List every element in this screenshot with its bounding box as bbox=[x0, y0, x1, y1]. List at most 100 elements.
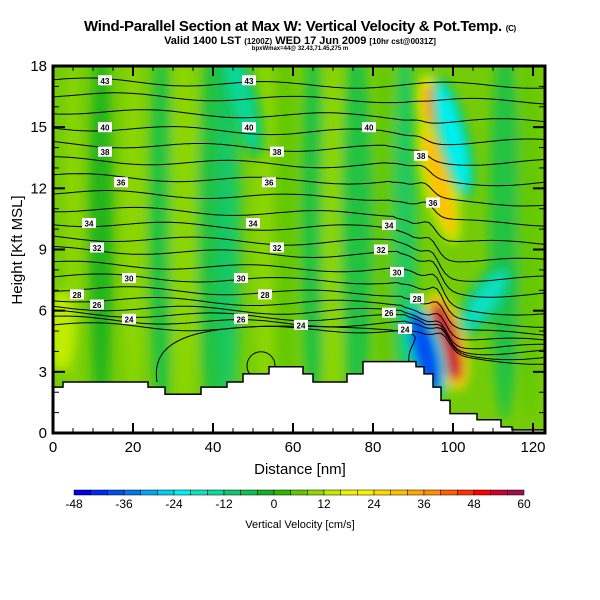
colorbar-swatch bbox=[273, 489, 291, 496]
contour-label-text: 24 bbox=[125, 315, 134, 324]
colorbar-swatch bbox=[457, 489, 475, 496]
contour-label: 34 bbox=[382, 220, 396, 231]
x-tick-label: 40 bbox=[205, 439, 222, 456]
contour-label-text: 34 bbox=[385, 222, 394, 231]
y-tick-label: 0 bbox=[39, 425, 47, 442]
contour-label-bg bbox=[234, 273, 248, 284]
velocity-streak bbox=[517, 66, 541, 420]
isentrope-line bbox=[53, 260, 545, 316]
contour-label-bg bbox=[242, 75, 256, 86]
contour-label-bg bbox=[382, 220, 396, 231]
contour-label-bg bbox=[390, 266, 404, 277]
contour-label: 43 bbox=[98, 75, 112, 86]
contour-label-text: 34 bbox=[249, 219, 258, 228]
x-tick-label: 20 bbox=[125, 439, 142, 456]
isentrope-line bbox=[155, 325, 416, 383]
contour-label: 36 bbox=[262, 177, 276, 188]
contour-label-bg bbox=[426, 197, 440, 208]
contour-label-text: 30 bbox=[237, 275, 246, 284]
colorbar-swatch bbox=[423, 489, 441, 496]
colorbar-tick-label: 24 bbox=[367, 497, 381, 511]
contour-label: 34 bbox=[82, 217, 96, 228]
contour-label: 40 bbox=[242, 122, 256, 133]
contour-label-text: 38 bbox=[101, 148, 110, 157]
contour-label: 28 bbox=[410, 293, 424, 304]
chart-title: Wind-Parallel Section at Max W: Vertical… bbox=[84, 18, 516, 35]
contour-label-bg bbox=[362, 122, 376, 133]
velocity-streak bbox=[373, 66, 397, 420]
contour-label-bg bbox=[262, 177, 276, 188]
contour-label: 34 bbox=[246, 217, 260, 228]
contour-label-bg bbox=[70, 289, 84, 300]
colorbar-label: Vertical Velocity [cm/s] bbox=[245, 519, 354, 531]
colorbar-tick-label: 36 bbox=[417, 497, 431, 511]
y-axis-label: Height [Kft MSL] bbox=[9, 195, 26, 304]
terrain bbox=[53, 360, 545, 433]
contour-label: 40 bbox=[362, 122, 376, 133]
colorbar-tick-label: -24 bbox=[165, 497, 183, 511]
contour-label-text: 43 bbox=[101, 77, 110, 86]
contour-label: 26 bbox=[382, 307, 396, 318]
y-tick-label: 3 bbox=[39, 364, 47, 381]
contour-label-text: 40 bbox=[101, 124, 110, 133]
contour-label-bg bbox=[242, 122, 256, 133]
contour-label-bg bbox=[122, 313, 136, 324]
colorbar-swatch bbox=[290, 489, 308, 496]
contour-label: 30 bbox=[390, 266, 404, 277]
x-tick-label: 120 bbox=[520, 439, 545, 456]
isentrope-line bbox=[53, 286, 545, 336]
updraft-mid bbox=[422, 128, 456, 236]
y-tick-label: 18 bbox=[30, 58, 47, 75]
colorbar-swatch bbox=[323, 489, 341, 496]
velocity-streak bbox=[301, 66, 325, 420]
contour-label-text: 32 bbox=[377, 246, 386, 255]
velocity-streak bbox=[169, 66, 201, 420]
contour-label: 38 bbox=[270, 146, 284, 157]
velocity-streak bbox=[217, 66, 241, 420]
contour-label: 38 bbox=[414, 150, 428, 161]
colorbar-swatch bbox=[140, 489, 158, 496]
contour-label: 24 bbox=[398, 324, 412, 335]
y-tick-label: 6 bbox=[39, 303, 47, 320]
colorbar-tick-label: 60 bbox=[517, 497, 531, 511]
downdraft-lee bbox=[409, 310, 441, 393]
contour-label-bg bbox=[234, 313, 248, 324]
colorbar-swatch bbox=[223, 489, 241, 496]
contour-label-text: 28 bbox=[73, 291, 82, 300]
downdraft-wake bbox=[463, 272, 507, 329]
colorbar-swatch bbox=[357, 489, 375, 496]
contour-label: 30 bbox=[234, 273, 248, 284]
isentrope-line bbox=[53, 206, 545, 245]
contour-label: 24 bbox=[294, 319, 308, 330]
y-tick-label: 12 bbox=[30, 180, 47, 197]
contour-label: 36 bbox=[426, 197, 440, 208]
colorbar-swatch bbox=[107, 489, 125, 496]
contour-label-text: 30 bbox=[393, 268, 402, 277]
contour-label: 32 bbox=[374, 244, 388, 255]
contour-label-text: 40 bbox=[245, 124, 254, 133]
isentrope-line bbox=[53, 235, 545, 282]
colorbar-tick-label: -36 bbox=[115, 497, 133, 511]
contour-label-bg bbox=[114, 177, 128, 188]
contour-label: 28 bbox=[258, 289, 272, 300]
colorbar-swatch bbox=[207, 489, 225, 496]
contour-label: 30 bbox=[122, 273, 136, 284]
contour-label-text: 38 bbox=[273, 148, 282, 157]
contour-label-text: 36 bbox=[117, 179, 126, 188]
colorbar-swatch bbox=[173, 489, 191, 496]
colorbar-tick-label: -48 bbox=[65, 497, 83, 511]
contour-label-bg bbox=[90, 299, 104, 310]
colorbar-swatch bbox=[490, 489, 508, 496]
contour-label-text: 26 bbox=[93, 301, 102, 310]
contour-label-bg bbox=[414, 150, 428, 161]
isentrope-line bbox=[53, 246, 545, 298]
isentrope-line bbox=[53, 190, 545, 227]
colorbar-swatch bbox=[407, 489, 425, 496]
contour-label-bg bbox=[246, 217, 260, 228]
colorbar-swatch bbox=[123, 489, 141, 496]
contour-label-text: 34 bbox=[85, 219, 94, 228]
contour-label-text: 28 bbox=[261, 291, 270, 300]
velocity-streak bbox=[341, 66, 373, 420]
isentrope-line bbox=[53, 305, 545, 350]
x-tick-label: 80 bbox=[365, 439, 382, 456]
